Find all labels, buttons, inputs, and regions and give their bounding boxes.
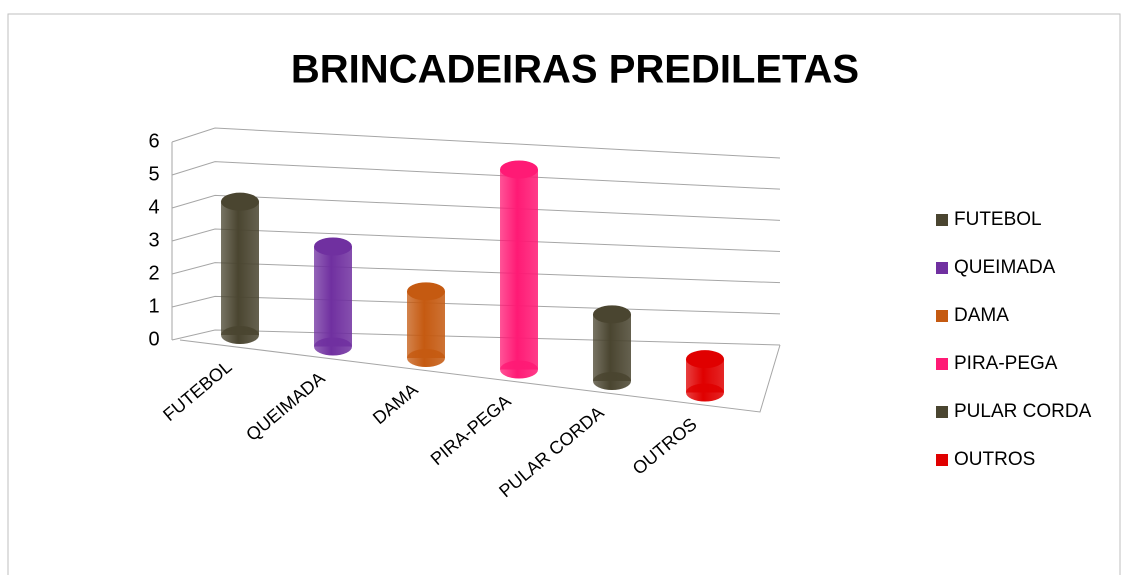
grid-line — [171, 228, 781, 252]
legend-label: FUTEBOL — [954, 209, 1042, 230]
grid-line — [171, 329, 781, 346]
bar-body — [500, 169, 538, 370]
bar — [221, 192, 259, 344]
chart-title: BRINCADEIRAS PREDILETAS — [291, 48, 859, 92]
y-tick-label: 3 — [148, 229, 159, 251]
bar-body — [407, 291, 445, 358]
bar-top — [221, 192, 259, 211]
y-tick-label: 4 — [148, 196, 159, 218]
legend-label: PULAR CORDA — [954, 401, 1092, 422]
y-tick-label: 0 — [148, 328, 159, 350]
legend-label: DAMA — [954, 305, 1009, 326]
bar-top — [500, 160, 538, 179]
legend-swatch — [936, 358, 948, 370]
bar-top — [593, 305, 631, 324]
legend-swatch — [936, 406, 948, 418]
legend-swatch — [936, 214, 948, 226]
legend-swatch — [936, 310, 948, 322]
bar — [407, 282, 445, 367]
bar — [593, 305, 631, 390]
bar-top — [407, 282, 445, 301]
y-tick-label: 5 — [148, 163, 159, 185]
bar-body — [593, 314, 631, 381]
grid-line — [171, 295, 781, 315]
grid-line — [171, 161, 781, 190]
bar — [686, 350, 724, 402]
grid-line — [171, 127, 781, 159]
grid-line — [171, 194, 781, 221]
bar-top — [686, 350, 724, 369]
bar-top — [314, 237, 352, 256]
legend-label: OUTROS — [954, 449, 1035, 470]
y-tick-label: 1 — [148, 295, 159, 317]
y-tick-label: 6 — [148, 130, 159, 152]
bar — [500, 160, 538, 379]
grid-line — [171, 262, 781, 284]
legend-swatch — [936, 262, 948, 274]
bar — [314, 237, 352, 356]
legend-label: QUEIMADA — [954, 257, 1056, 278]
chart-frame — [7, 13, 1121, 575]
y-tick-label: 2 — [148, 262, 159, 284]
legend-swatch — [936, 454, 948, 466]
legend-label: PIRA-PEGA — [954, 353, 1058, 374]
bar-body — [314, 246, 352, 347]
bar-body — [221, 201, 259, 335]
floor — [179, 339, 781, 413]
